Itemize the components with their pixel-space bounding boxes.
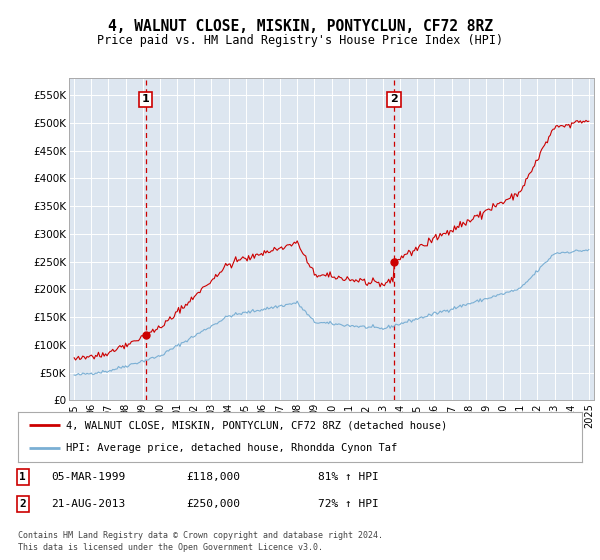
Text: Contains HM Land Registry data © Crown copyright and database right 2024.: Contains HM Land Registry data © Crown c… (18, 531, 383, 540)
Text: 4, WALNUT CLOSE, MISKIN, PONTYCLUN, CF72 8RZ (detached house): 4, WALNUT CLOSE, MISKIN, PONTYCLUN, CF72… (66, 420, 447, 430)
Text: 72% ↑ HPI: 72% ↑ HPI (318, 499, 379, 509)
Text: HPI: Average price, detached house, Rhondda Cynon Taf: HPI: Average price, detached house, Rhon… (66, 443, 397, 453)
Text: 21-AUG-2013: 21-AUG-2013 (51, 499, 125, 509)
Text: 2: 2 (390, 94, 398, 104)
Text: Price paid vs. HM Land Registry's House Price Index (HPI): Price paid vs. HM Land Registry's House … (97, 34, 503, 46)
Text: 4, WALNUT CLOSE, MISKIN, PONTYCLUN, CF72 8RZ: 4, WALNUT CLOSE, MISKIN, PONTYCLUN, CF72… (107, 19, 493, 34)
Text: This data is licensed under the Open Government Licence v3.0.: This data is licensed under the Open Gov… (18, 543, 323, 552)
Text: £118,000: £118,000 (186, 472, 240, 482)
Text: £250,000: £250,000 (186, 499, 240, 509)
Text: 1: 1 (142, 94, 149, 104)
Text: 2: 2 (19, 499, 26, 509)
Text: 81% ↑ HPI: 81% ↑ HPI (318, 472, 379, 482)
Text: 05-MAR-1999: 05-MAR-1999 (51, 472, 125, 482)
Text: 1: 1 (19, 472, 26, 482)
